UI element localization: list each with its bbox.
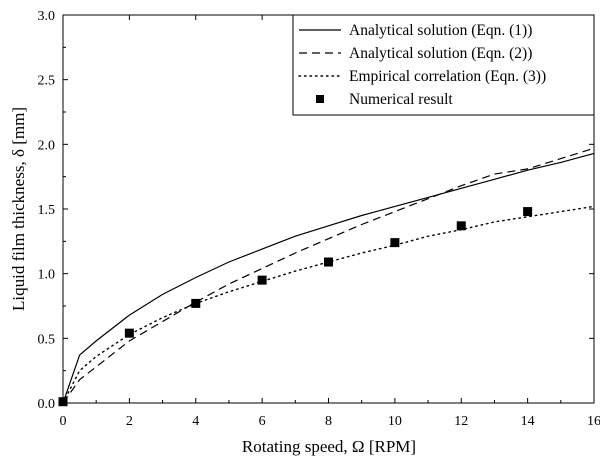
x-tick-label: 2 [126, 414, 133, 429]
x-tick-label: 6 [259, 414, 266, 429]
data-point [257, 275, 267, 285]
legend-label: Empirical correlation (Eqn. (3)) [349, 68, 546, 85]
y-tick-label: 2.0 [38, 138, 56, 153]
series-layer [58, 147, 595, 407]
legend-label: Numerical result [349, 91, 453, 108]
y-tick-label: 1.5 [38, 203, 56, 218]
data-point [124, 328, 134, 338]
data-point [191, 298, 201, 308]
x-tick-label: 10 [388, 414, 402, 429]
legend: Analytical solution (Eqn. (1)) Analytical… [292, 14, 595, 116]
series-line-2 [62, 147, 595, 404]
x-axis-label: Rotating speed, Ω [RPM] [242, 437, 416, 456]
legend-label: Analytical solution (Eqn. (1)) [349, 22, 532, 39]
legend-marker [316, 95, 324, 103]
data-point [456, 221, 466, 231]
data-point [390, 238, 400, 248]
y-tick-label: 1.0 [38, 268, 56, 283]
legend-box [292, 14, 595, 116]
x-tick-label: 14 [521, 414, 535, 429]
x-tick-label: 12 [454, 414, 468, 429]
x-tick-label: 4 [192, 414, 199, 429]
x-tick-label: 16 [587, 414, 600, 429]
y-axis-label: Liquid film thickness, δ [mm] [9, 107, 28, 311]
y-tick-label: 0.5 [38, 332, 56, 347]
y-tick-label: 2.5 [38, 74, 56, 89]
y-tick-label: 0.0 [38, 397, 56, 412]
series-line-3 [62, 205, 595, 404]
data-point [523, 207, 533, 217]
data-point [58, 397, 68, 407]
y-tick-label: 3.0 [38, 9, 56, 24]
data-point [324, 257, 333, 267]
series-line-1 [62, 152, 595, 404]
x-tick-label: 0 [60, 414, 67, 429]
legend-label: Analytical solution (Eqn. (2)) [349, 45, 532, 62]
x-tick-label: 8 [325, 414, 332, 429]
